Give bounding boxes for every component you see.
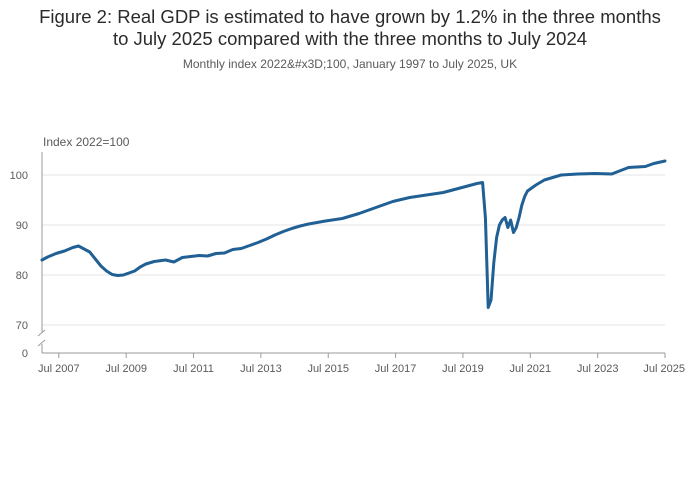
chart-subtitle: Monthly index 2022&#x3D;100, January 199…: [182, 57, 518, 71]
x-tick-label-4: Jul 2015: [307, 363, 349, 375]
y-tick-label-100: 100: [10, 170, 28, 182]
chart-title-line-2: to July 2025 compared with the three mon…: [112, 28, 588, 49]
y-tick-label-0: 0: [22, 348, 28, 360]
y-axis-label: Index 2022=100: [43, 135, 130, 149]
x-tick-label-7: Jul 2021: [510, 363, 552, 375]
y-tick-label-70: 70: [16, 320, 28, 332]
x-tick-label-6: Jul 2019: [442, 363, 484, 375]
axis-break-mark-2: [37, 339, 46, 347]
y-tick-label-80: 80: [16, 270, 28, 282]
x-tick-label-1: Jul 2009: [105, 363, 147, 375]
x-tick-label-0: Jul 2007: [38, 363, 80, 375]
x-tick-label-5: Jul 2017: [375, 363, 417, 375]
series-line-0: [40, 159, 667, 309]
x-tick-label-8: Jul 2023: [577, 363, 619, 375]
chart-title: Figure 2: Real GDP is estimated to have …: [0, 6, 700, 50]
x-tick-label-3: Jul 2013: [240, 363, 282, 375]
axis-break-mark-1: [37, 329, 46, 337]
x-tick-label-9: Jul 2025: [643, 363, 685, 375]
x-tick-label-2: Jul 2011: [173, 363, 214, 375]
chart-title-line-1: Figure 2: Real GDP is estimated to have …: [39, 6, 661, 27]
y-tick-label-90: 90: [16, 220, 28, 232]
